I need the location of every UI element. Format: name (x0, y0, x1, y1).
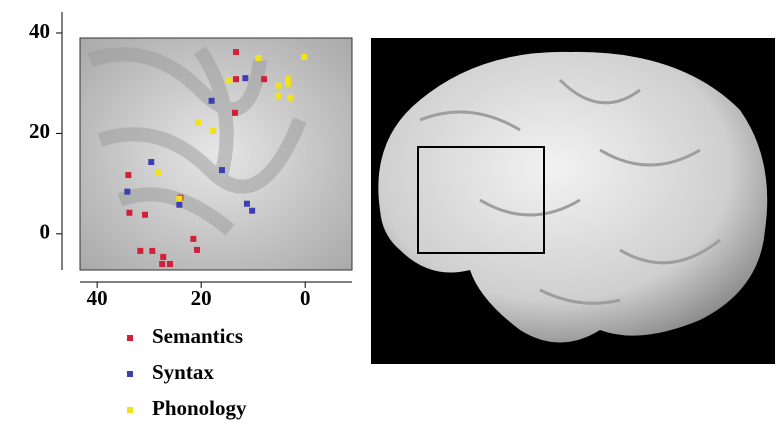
data-point (126, 210, 132, 216)
data-point (287, 95, 293, 101)
x-tick-label: 40 (87, 286, 108, 310)
data-point (194, 247, 200, 253)
data-point (232, 110, 238, 116)
data-point (210, 128, 216, 134)
data-point (159, 261, 165, 267)
data-point (244, 201, 250, 207)
data-point (149, 248, 155, 254)
data-point (242, 75, 248, 81)
figure: 40 20 0 40 20 0 Semantics Syntax Phonology (0, 0, 781, 427)
data-point (155, 169, 161, 175)
y-tick-label: 20 (29, 119, 50, 143)
data-point (219, 167, 225, 173)
legend-label: Phonology (152, 396, 247, 420)
y-tick-label: 0 (40, 220, 51, 244)
data-point (249, 208, 255, 214)
data-point (301, 54, 307, 60)
data-point (176, 196, 182, 202)
data-point (233, 76, 239, 82)
y-tick-label: 40 (29, 19, 50, 43)
data-point (167, 261, 173, 267)
data-point (125, 172, 131, 178)
data-point (226, 77, 232, 83)
data-point (209, 98, 215, 104)
data-point (124, 189, 130, 195)
data-point (160, 254, 166, 260)
data-point (233, 49, 239, 55)
x-tick-label: 20 (191, 286, 212, 310)
data-point (176, 202, 182, 208)
data-point (261, 76, 267, 82)
data-point (148, 159, 154, 165)
data-point (190, 236, 196, 242)
legend-label: Semantics (152, 324, 243, 348)
legend-marker (127, 371, 133, 377)
data-point (275, 83, 281, 89)
legend-marker (127, 335, 133, 341)
legend-label: Syntax (152, 360, 214, 384)
data-point (255, 55, 261, 61)
data-point (285, 81, 291, 87)
data-point (142, 212, 148, 218)
x-tick-label: 0 (300, 286, 311, 310)
legend-marker (127, 407, 133, 413)
data-point (275, 93, 281, 99)
data-point (195, 120, 201, 126)
data-point (137, 248, 143, 254)
